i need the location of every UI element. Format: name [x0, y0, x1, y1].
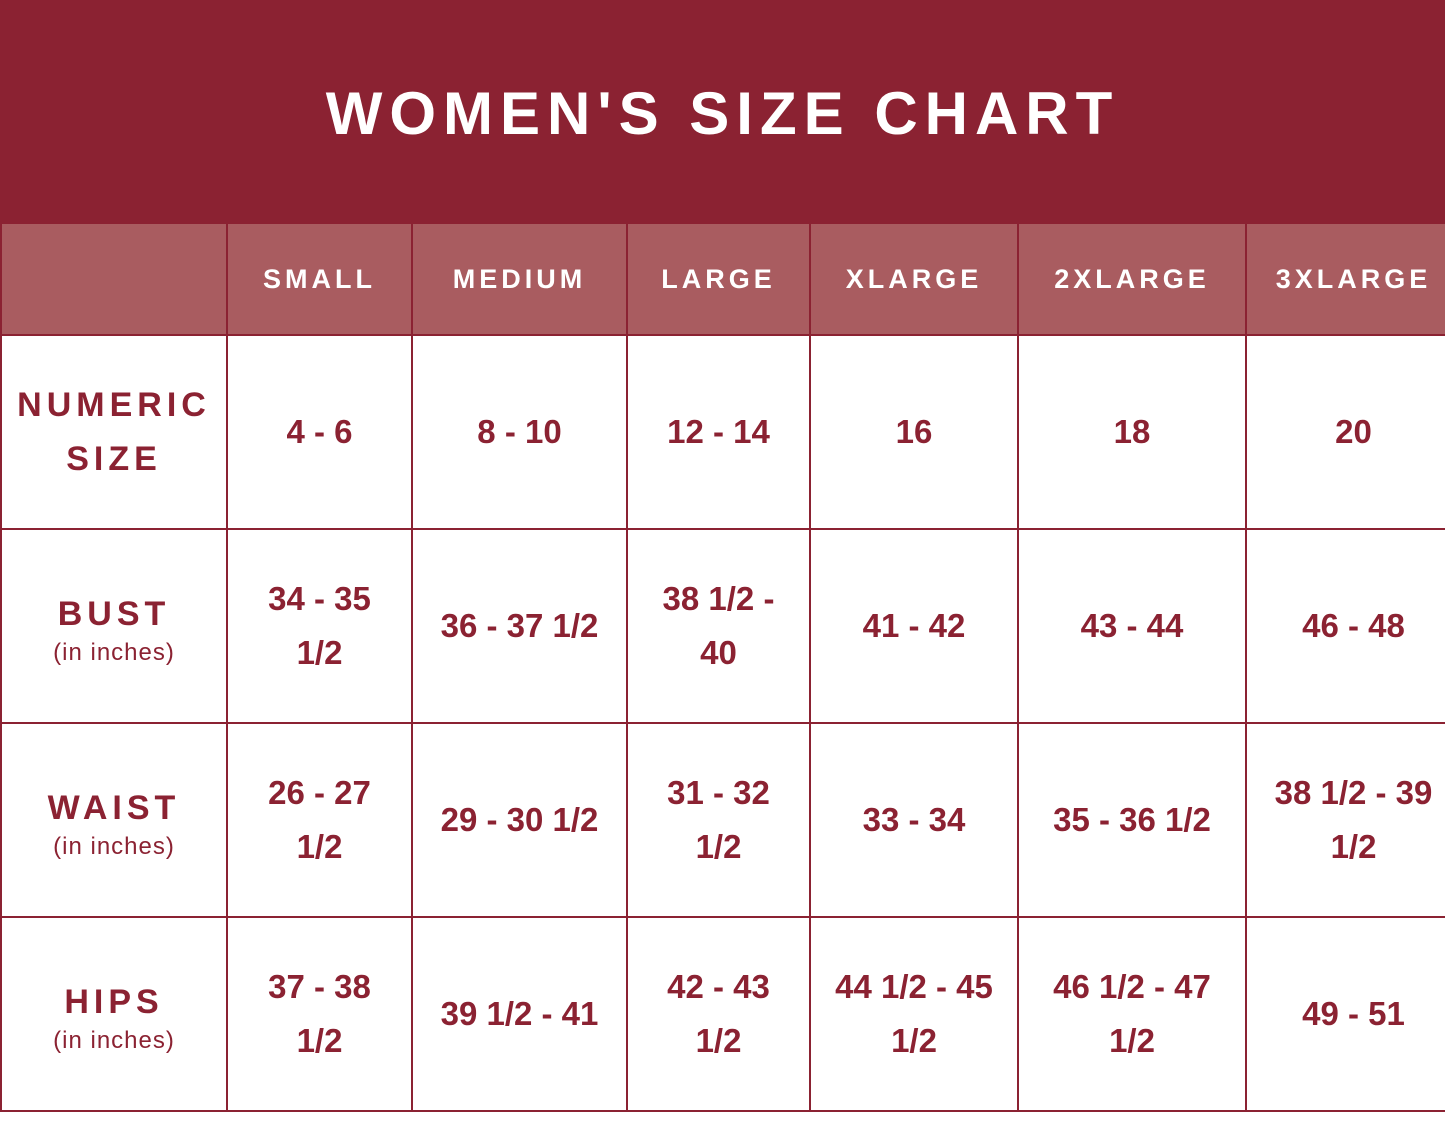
size-value: 38 1/2 - 39 1/2 [1245, 722, 1445, 918]
column-header: 2XLARGE [1017, 222, 1247, 336]
size-value: 46 1/2 - 47 1/2 [1017, 916, 1247, 1112]
row-label: BUST [57, 595, 171, 633]
size-value: 35 - 36 1/2 [1017, 722, 1247, 918]
size-value: 43 - 44 [1017, 528, 1247, 724]
size-value: 8 - 10 [411, 334, 628, 530]
size-value: 38 1/2 - 40 [626, 528, 811, 724]
row-label: WAIST [47, 789, 181, 827]
row-label: HIPS [64, 983, 164, 1021]
size-value: 26 - 27 1/2 [226, 722, 413, 918]
size-value: 34 - 35 1/2 [226, 528, 413, 724]
size-value: 4 - 6 [226, 334, 413, 530]
size-value: 42 - 43 1/2 [626, 916, 811, 1112]
row-label-cell: NUMERIC SIZE [0, 334, 228, 530]
size-value: 29 - 30 1/2 [411, 722, 628, 918]
size-value: 36 - 37 1/2 [411, 528, 628, 724]
row-label: NUMERIC SIZE [17, 386, 211, 478]
row-label-cell: BUST (in inches) [0, 528, 228, 724]
size-value: 44 1/2 - 45 1/2 [809, 916, 1019, 1112]
row-sublabel: (in inches) [53, 1027, 175, 1054]
title-banner: WOMEN'S SIZE CHART [0, 0, 1445, 222]
row-label-cell: WAIST (in inches) [0, 722, 228, 918]
row-label-cell: HIPS (in inches) [0, 916, 228, 1112]
size-value: 16 [809, 334, 1019, 530]
size-value: 20 [1245, 334, 1445, 530]
row-sublabel: (in inches) [53, 833, 175, 860]
table-row: WAIST (in inches) 26 - 27 1/2 29 - 30 1/2 31… [0, 722, 1445, 918]
corner-cell [0, 222, 228, 336]
table-row: BUST (in inches) 34 - 35 1/2 36 - 37 1/2 38 … [0, 528, 1445, 724]
column-header: 3XLARGE [1245, 222, 1445, 336]
header-row: SMALL MEDIUM LARGE XLARGE 2XLARGE 3XLARGE [0, 222, 1445, 336]
size-value: 37 - 38 1/2 [226, 916, 413, 1112]
size-value: 18 [1017, 334, 1247, 530]
table-row: HIPS (in inches) 37 - 38 1/2 39 1/2 - 41 42 … [0, 916, 1445, 1112]
size-value: 39 1/2 - 41 [411, 916, 628, 1112]
row-sublabel: (in inches) [53, 639, 175, 666]
column-header: MEDIUM [411, 222, 628, 336]
column-header: LARGE [626, 222, 811, 336]
size-value: 49 - 51 [1245, 916, 1445, 1112]
size-value: 41 - 42 [809, 528, 1019, 724]
size-table: SMALL MEDIUM LARGE XLARGE 2XLARGE 3XLARGE NUM… [0, 222, 1445, 1112]
size-value: 31 - 32 1/2 [626, 722, 811, 918]
title: WOMEN'S SIZE CHART [325, 79, 1120, 147]
size-value: 33 - 34 [809, 722, 1019, 918]
size-value: 12 - 14 [626, 334, 811, 530]
size-value: 46 - 48 [1245, 528, 1445, 724]
column-header: SMALL [226, 222, 413, 336]
column-header: XLARGE [809, 222, 1019, 336]
